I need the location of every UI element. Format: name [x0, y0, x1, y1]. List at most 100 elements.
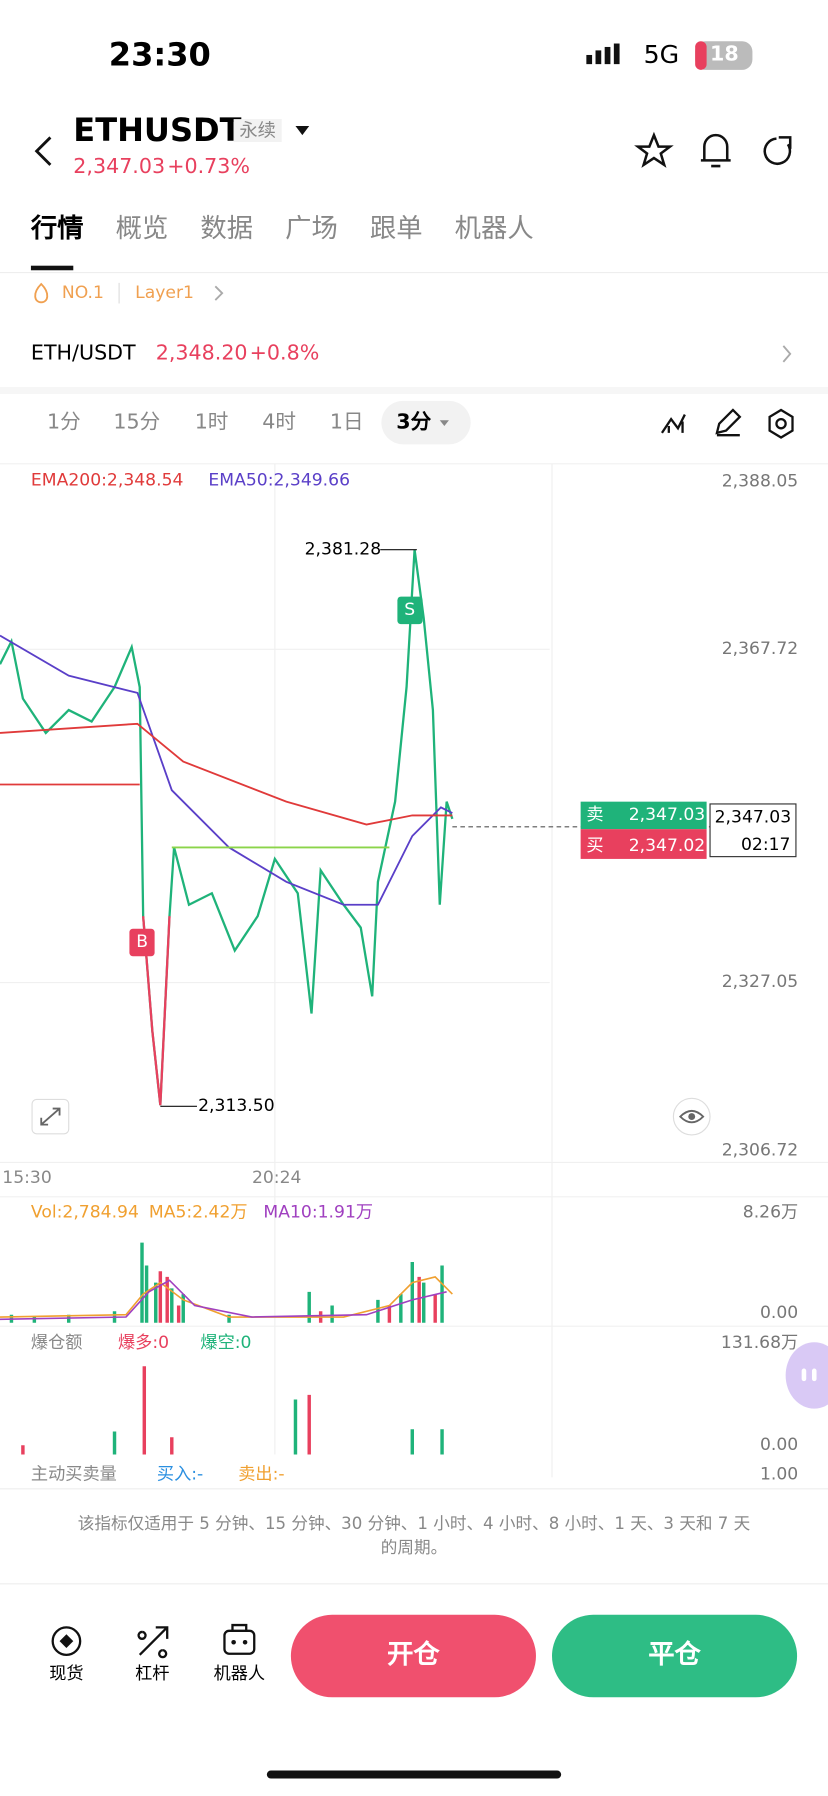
open-button-bg[interactable]: [290, 1614, 536, 1698]
price-axis-label: 2,327.05: [721, 971, 799, 992]
pair-price: 2,348.20: [155, 341, 248, 366]
interval[interactable]: 1日: [329, 409, 364, 435]
close-button[interactable]: 平仓: [648, 1639, 701, 1670]
symbol: ETHUSDT: [73, 111, 242, 149]
star-icon[interactable]: [634, 131, 674, 168]
dropdown-icon[interactable]: [295, 125, 310, 136]
price-drop: [142, 916, 171, 1106]
sell-box[interactable]: [580, 801, 707, 830]
header-price: 2,347.03: [73, 154, 166, 179]
draw-icon[interactable]: [715, 408, 742, 437]
last-price-box: [709, 803, 797, 858]
sell-marker-bg: [397, 596, 423, 625]
sell-marker: S: [404, 598, 416, 620]
interval[interactable]: 15分: [113, 409, 161, 435]
nav-label[interactable]: 机器人: [213, 1662, 266, 1684]
share-icon[interactable]: [763, 136, 792, 165]
sell-label: 卖: [586, 803, 604, 825]
liq-short: 爆空:0: [200, 1331, 252, 1353]
status-network: 5G: [643, 41, 680, 70]
open-button[interactable]: 开仓: [387, 1639, 440, 1670]
tab-underline: [30, 265, 74, 271]
float-bubble[interactable]: [785, 1342, 828, 1409]
interval[interactable]: 4时: [262, 409, 296, 435]
time-axis-label: 15:30: [2, 1166, 52, 1188]
note: 该指标仅适用于 5 分钟、15 分钟、30 分钟、1 小时、4 小时、8 小时、…: [77, 1515, 751, 1534]
band: [0, 387, 828, 394]
high-label: 2,381.28: [304, 538, 382, 559]
interval-caret: [439, 420, 449, 427]
robot-eye: [242, 1639, 248, 1645]
tab[interactable]: 概览: [115, 214, 169, 244]
robot-icon[interactable]: [223, 1629, 256, 1655]
interval-active[interactable]: 3分: [396, 409, 432, 435]
ema200-legend: EMA200:2,348.54: [30, 469, 184, 491]
status-battery: 18: [710, 42, 739, 67]
buy-price: 2,347.02: [628, 834, 706, 856]
tab[interactable]: 机器人: [454, 214, 534, 244]
ema50-line: [0, 634, 453, 906]
indicator-icon[interactable]: [660, 414, 686, 434]
bubble-dot: [801, 1368, 807, 1382]
bell-icon[interactable]: [700, 133, 731, 168]
tab[interactable]: 跟单: [369, 214, 423, 244]
robot-eye: [231, 1639, 236, 1645]
status-time: 23:30: [108, 35, 211, 74]
last-price: 2,347.03: [714, 806, 792, 827]
price-axis-label: 2,388.05: [721, 470, 799, 492]
vol-axis-label: 0.00: [759, 1302, 799, 1323]
category-tag[interactable]: Layer1: [135, 281, 194, 303]
ema200-line: [0, 722, 453, 826]
home-indicator: [266, 1770, 562, 1779]
interval-pill[interactable]: [381, 400, 471, 445]
nav-label[interactable]: 现货: [49, 1662, 84, 1684]
tab[interactable]: 行情: [30, 214, 84, 244]
leverage-icon[interactable]: [137, 1626, 169, 1659]
liq-axis-label: 0.00: [759, 1433, 799, 1455]
pair-name: ETH/USDT: [30, 341, 136, 366]
spot-icon-inner: [59, 1634, 74, 1648]
interval[interactable]: 1时: [194, 409, 229, 435]
ma5-line: [0, 1276, 453, 1318]
battery-level: [695, 41, 707, 70]
pair-arrow[interactable]: [782, 345, 792, 363]
ma10-line: [0, 1279, 447, 1321]
vol-legend: Vol:2,784.94: [30, 1201, 139, 1222]
buy-marker-bg: [129, 928, 155, 957]
price-line: [0, 549, 454, 1106]
expand-icon: [40, 1107, 61, 1126]
robot-antenna: [231, 1623, 248, 1631]
price-axis-label: 2,306.72: [721, 1139, 799, 1161]
spot-icon[interactable]: [51, 1626, 82, 1657]
liquidation-bars: [21, 1366, 444, 1455]
back-icon[interactable]: [34, 136, 52, 166]
chart-grid: [0, 463, 828, 1478]
eye-icon: [678, 1109, 705, 1124]
liq-title: 爆仓额: [30, 1331, 83, 1353]
sell-price: 2,347.03: [628, 803, 706, 825]
note: 的周期。: [380, 1539, 448, 1558]
countdown: 02:17: [740, 833, 791, 855]
price-axis-label: 2,367.72: [721, 637, 799, 659]
interval[interactable]: 1分: [46, 409, 81, 435]
tab[interactable]: 广场: [285, 214, 338, 244]
contract-tag: 永续: [233, 119, 282, 143]
active-axis-label: 1.00: [759, 1463, 799, 1485]
buy-box[interactable]: [580, 829, 707, 859]
active-buy: 买入:-: [156, 1463, 204, 1485]
nav-label[interactable]: 杠杆: [135, 1662, 170, 1684]
rank-tag[interactable]: NO.1: [61, 281, 104, 303]
active-title: 主动买卖量: [30, 1463, 117, 1485]
liq-long: 爆多:0: [117, 1331, 170, 1353]
settings-dot: [775, 418, 787, 430]
header-change: +0.73%: [167, 154, 250, 179]
vol-axis-label: 8.26万: [742, 1201, 799, 1222]
signal: [586, 43, 620, 65]
liq-axis-label: 131.68万: [720, 1331, 799, 1353]
tag-arrow[interactable]: [214, 285, 224, 301]
ema50-legend: EMA50:2,349.66: [208, 469, 351, 491]
settings-icon[interactable]: [768, 408, 794, 439]
tab[interactable]: 数据: [200, 214, 254, 244]
close-button-bg[interactable]: [552, 1614, 798, 1698]
